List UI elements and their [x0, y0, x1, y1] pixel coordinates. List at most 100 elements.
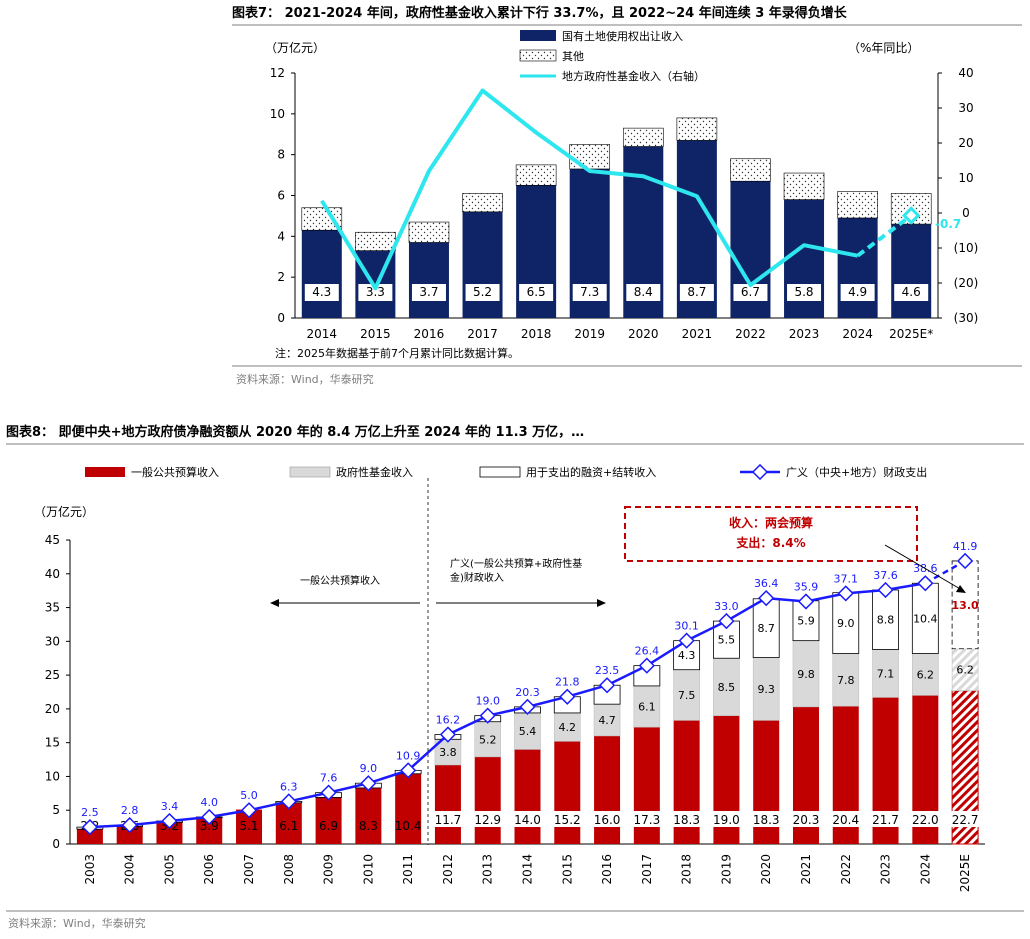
x-tick-label: 2017 — [467, 327, 498, 341]
bar-fund — [673, 669, 700, 721]
legend-swatch-expense-marker — [751, 463, 769, 481]
y-tick-label: 25 — [45, 668, 60, 682]
bar-label-financing: 8.8 — [877, 614, 895, 627]
expense-marker — [121, 816, 138, 834]
x-tick-label: 2019 — [574, 327, 605, 341]
x-tick-label: 2003 — [83, 854, 97, 885]
expense-marker — [320, 784, 337, 801]
chart-8: 图表8： 即便中央+地方政府债净融资额从 2020 年的 8.4 万亿上升至 2… — [6, 424, 1024, 930]
y-tick-label: 15 — [45, 736, 60, 750]
bar-label-bg — [470, 811, 505, 827]
chart-8-line: 2.5 2.8 3.4 4.0 5.0 6.3 7.6 9.0 10.9 16.2 19.0 20.3… — [81, 540, 977, 836]
bar-label-fund: 7.5 — [678, 689, 696, 702]
expense-marker — [559, 688, 576, 705]
expense-marker — [479, 707, 496, 724]
legend-label-land: 国有土地使用权出让收入 — [562, 29, 683, 43]
budget-callout-line-2: 支出：8.4% — [735, 535, 805, 550]
bar-other — [408, 221, 450, 243]
y-tick-label-right: 20 — [958, 136, 973, 150]
legend-swatch-fund — [289, 466, 331, 478]
bar-label-bg — [358, 284, 393, 301]
expense-marker — [400, 762, 417, 779]
y-tick-label-left: 12 — [270, 66, 285, 80]
x-tick-label: 2021 — [682, 327, 713, 341]
bar-fund — [752, 657, 780, 721]
chart-7-bars: 4.3 3.3 3.7 5.2 6.5 7.3 8.4 8.7 6.7 5.8 4.9 4.6 — [301, 117, 932, 318]
expense-marker — [519, 698, 536, 715]
bar-general-budget — [355, 787, 382, 844]
expense-marker — [797, 593, 815, 610]
bar-label-general: 3.9 — [200, 819, 219, 833]
y-tick-label-left: 0 — [277, 311, 285, 325]
y-tick-label-left: 8 — [277, 148, 285, 162]
expense-marker — [718, 612, 735, 630]
x-tick-label: 2022 — [735, 327, 766, 341]
bar-other — [783, 172, 825, 200]
bar-label-fund: 8.5 — [718, 681, 736, 694]
y-tick-label: 35 — [45, 601, 60, 615]
bar-label: 5.8 — [794, 285, 813, 299]
bar-label: 8.4 — [634, 285, 653, 299]
bar-label-bg — [465, 284, 500, 301]
expense-marker — [678, 632, 695, 649]
expense-marker — [638, 657, 655, 674]
bar-land-sale — [462, 211, 503, 318]
bar-label-bg — [629, 811, 664, 827]
bar-label: 3.3 — [366, 285, 385, 299]
bar-label-bg — [519, 284, 554, 301]
bar-general-budget — [434, 764, 461, 844]
expense-label: 21.8 — [555, 676, 580, 689]
x-tick-label: 2011 — [401, 854, 415, 885]
annotation-left-arrowhead — [270, 599, 279, 607]
x-tick-label: 2018 — [680, 854, 694, 885]
bar-label-bg — [669, 811, 704, 827]
bar-label-general: 14.0 — [514, 813, 541, 827]
expense-marker — [837, 585, 854, 602]
bar-general-budget — [315, 797, 342, 844]
x-tick-label: 2016 — [414, 327, 445, 341]
bar-label-general: 8.3 — [359, 819, 378, 833]
expense-label: 9.0 — [360, 762, 378, 775]
y-tick-label-right: (20) — [954, 276, 979, 290]
bar-other — [837, 191, 878, 219]
bar-label-general: 16.0 — [594, 813, 621, 827]
y-tick-label-left: 6 — [277, 189, 285, 203]
expense-marker — [439, 726, 457, 743]
bar-label-bg — [868, 811, 903, 827]
bar-label-general: 15.2 — [554, 813, 581, 827]
bar-general-budget — [116, 826, 143, 844]
bar-label-financing: 13.0 — [952, 599, 979, 612]
bar-label-general: 18.3 — [753, 813, 780, 827]
bar-label-bg — [749, 811, 784, 827]
x-tick-label: 2017 — [640, 854, 654, 885]
bar-fund — [832, 653, 860, 707]
expense-marker — [956, 552, 974, 570]
bar-other — [462, 193, 503, 213]
bar-label: 4.6 — [902, 285, 921, 299]
y-tick-label-left: 4 — [277, 229, 285, 243]
bar-label-bg — [572, 284, 607, 301]
bar-label-general: 11.7 — [435, 813, 462, 827]
x-tick-label: 2024 — [918, 854, 932, 885]
legend-swatch-financing — [479, 466, 521, 478]
bar-other — [569, 144, 611, 170]
bar-general-budget — [395, 773, 422, 844]
chart-7-source: 资料来源：Wind，华泰研究 — [236, 372, 374, 386]
expense-label: 26.4 — [635, 645, 660, 658]
bar-label-fund: 6.2 — [956, 664, 974, 677]
callout-pointer-head — [956, 585, 966, 593]
bar-label-fund: 9.8 — [797, 668, 815, 681]
bar-land-sale — [408, 242, 449, 318]
expense-marker — [161, 812, 178, 830]
bar-general-budget — [514, 749, 541, 844]
y-tick-label-right: (10) — [954, 241, 979, 255]
x-tick-label: 2014 — [521, 854, 535, 885]
bar-label-bg — [626, 284, 661, 301]
bar-fund — [713, 657, 740, 716]
x-tick-label: 2016 — [600, 854, 614, 885]
bar-label: 4.3 — [312, 285, 331, 299]
bar-label-general: 6.1 — [279, 819, 298, 833]
legend-label-financing: 用于支出的融资+结转收入 — [526, 465, 656, 479]
bar-label-bg — [948, 811, 983, 827]
bar-land-sale — [837, 217, 878, 318]
